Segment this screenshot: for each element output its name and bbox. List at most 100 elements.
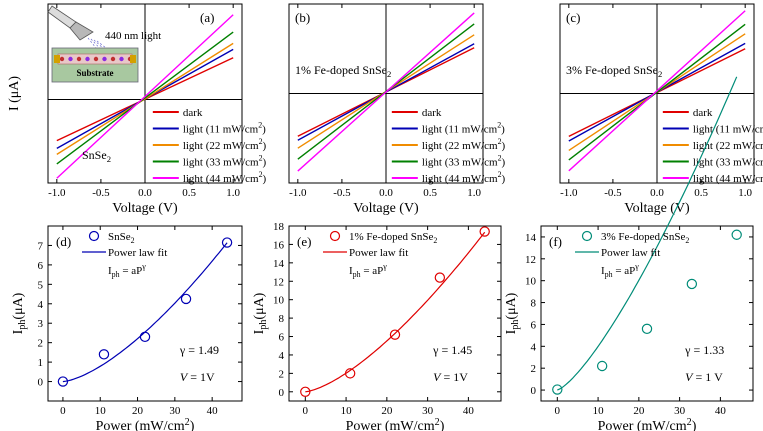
text-part: ) — [190, 419, 195, 431]
text-part: ) — [263, 173, 267, 185]
text-part: 2 — [185, 417, 190, 428]
x-tick-label: 20 — [132, 405, 144, 417]
text-part: 1% Fe-doped — [349, 231, 411, 243]
text-part: γ — [634, 262, 639, 271]
text-part: P — [136, 265, 142, 277]
y-tick-label: 2 — [38, 338, 44, 350]
y-axis-label: I (μA) — [7, 76, 22, 111]
text-part: light (11 — [183, 124, 223, 136]
x-tick-label: 40 — [207, 405, 219, 417]
y-tick-label: 6 — [38, 260, 44, 272]
x-tick-label: 0.5 — [423, 187, 437, 199]
data-point — [389, 329, 401, 340]
y-tick-label: 4 — [279, 350, 285, 362]
gamma-label: γ = 1.49 — [179, 343, 219, 357]
y-tick-label: 5 — [38, 279, 44, 291]
x-tick-label: 10 — [341, 405, 353, 417]
panel-label: (a) — [200, 10, 214, 25]
y-tick-label: 10 — [273, 295, 285, 307]
y-tick-label: 0 — [279, 387, 285, 399]
text-part: 2 — [259, 154, 263, 163]
data-point — [139, 331, 151, 343]
legend-label: light (11 mW/cm2) — [693, 121, 763, 136]
y-tick-label: 6 — [279, 332, 285, 344]
text-part: mW/cm — [223, 124, 259, 136]
text-part: SnSe — [633, 63, 658, 77]
text-part: Power law fit — [601, 247, 660, 259]
data-point — [98, 349, 110, 360]
text-part: I — [349, 265, 353, 277]
legend-label: dark — [693, 107, 713, 119]
legend-marker — [329, 230, 341, 242]
gamma-label: γ = 1.45 — [432, 343, 472, 357]
text-part: V — [180, 370, 189, 384]
legend-marker — [581, 230, 593, 242]
chart-panel-a: -1.0 -0.5 0.0 0.5 1.0 Voltage (V) I (μA) dark li… — [7, 3, 267, 216]
substrate-block — [51, 47, 139, 83]
y-axis-label: Iph(μA) — [11, 292, 28, 334]
text-part: ) — [501, 124, 505, 136]
text-part: Voltage (V) — [624, 201, 690, 216]
text-part: 2 — [497, 121, 501, 130]
chart-panel-b: -1.0 -0.5 0.0 0.5 1.0 Voltage (V) dark light (1… — [288, 3, 506, 216]
text-part: light (44 — [422, 173, 462, 185]
text-part: (μA) — [252, 292, 267, 319]
text-part: 2 — [387, 69, 391, 79]
y-tick-label: 2 — [279, 368, 285, 380]
y-tick-label: 0 — [531, 385, 537, 397]
data-point — [641, 323, 653, 335]
text-part: = a — [361, 265, 378, 277]
text-part: Power law fit — [108, 247, 167, 259]
atom-icon — [93, 56, 99, 62]
data-point — [57, 376, 69, 387]
text-part: 1V — [200, 370, 215, 384]
inset-substrate-label: Substrate — [76, 68, 113, 78]
series-line-4 — [568, 10, 746, 172]
x-tick-label: 40 — [715, 405, 727, 417]
text-part: mW/cm — [462, 140, 498, 152]
x-axis-label: Power (mW/cm2) — [346, 417, 445, 431]
text-part: light (33 — [422, 157, 462, 169]
text-part: ) — [440, 419, 445, 431]
x-tick-label: 1.0 — [738, 187, 752, 199]
fit-curve — [305, 231, 486, 393]
text-part: 1V — [453, 370, 468, 384]
text-part: SnSe — [411, 231, 434, 243]
data-point — [221, 237, 233, 248]
x-tick-label: 20 — [381, 405, 393, 417]
data-point — [434, 272, 446, 283]
text-part: dark — [693, 107, 713, 119]
text-part: mW/cm — [462, 124, 498, 136]
text-part: ph — [510, 320, 521, 330]
text-part: 2 — [107, 154, 111, 164]
text-part: ph — [258, 320, 269, 330]
y-tick-label: 4 — [38, 299, 44, 311]
gamma-label: γ = 1.33 — [684, 343, 724, 357]
text-part: Power ( — [598, 419, 642, 431]
legend-label: light (33 mW/cm2) — [693, 154, 763, 169]
panel-label: (f) — [549, 234, 562, 249]
text-part: SnSe — [82, 148, 107, 162]
text-part: ) — [502, 140, 506, 152]
text-part: ) — [692, 419, 697, 431]
x-tick-label: -0.5 — [333, 187, 351, 199]
legend-label: 1% Fe-doped SnSe2 — [349, 231, 437, 245]
text-part: mW/cm — [733, 173, 763, 185]
data-point — [596, 360, 608, 372]
data-point — [686, 278, 698, 290]
sample-label: 3% Fe-doped SnSe2 — [566, 63, 662, 79]
atom-icon — [119, 56, 124, 62]
legend-label: light (44 mW/cm2) — [422, 170, 506, 185]
text-part: I — [108, 265, 112, 277]
text-part: light (33 — [183, 157, 223, 169]
text-part: mW/cm — [733, 124, 763, 136]
text-part: light (22 — [693, 140, 733, 152]
text-part: = — [693, 370, 706, 384]
data-point — [552, 384, 563, 395]
electrode-right-icon — [130, 55, 136, 63]
y-tick-label: 2 — [531, 363, 537, 375]
text-part: 2 — [131, 236, 135, 245]
x-axis-label: Power (mW/cm2) — [96, 417, 195, 431]
text-part: ph — [17, 320, 28, 330]
